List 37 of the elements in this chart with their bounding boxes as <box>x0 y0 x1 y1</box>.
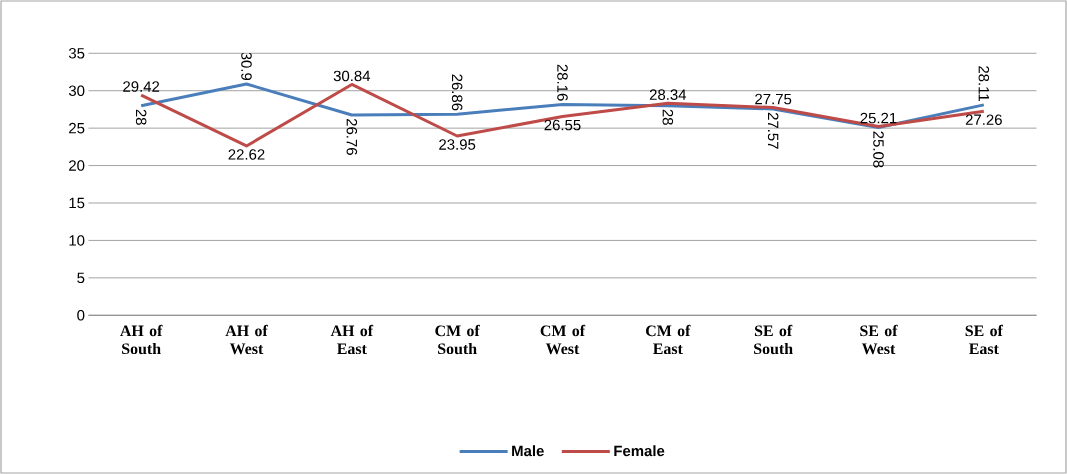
data-label: 30.9 <box>241 52 252 81</box>
y-tick-label: 35 <box>68 48 85 59</box>
data-label: 27.75 <box>755 93 792 105</box>
data-label: 27.57 <box>767 112 779 149</box>
data-label: 25.21 <box>860 112 897 124</box>
data-label: 22.62 <box>228 149 265 160</box>
data-label: 28.11 <box>978 66 990 101</box>
data-label: 26.76 <box>346 118 358 155</box>
x-tick-label: CM of East <box>646 324 691 355</box>
y-tick-label: 10 <box>69 235 85 246</box>
data-label: 27.26 <box>965 114 1002 125</box>
x-tick-label: AH of East <box>330 324 374 355</box>
data-label: 28.34 <box>649 89 687 100</box>
data-label: 23.95 <box>439 139 476 150</box>
data-label: 29.42 <box>123 81 160 92</box>
data-label: 28 <box>135 109 147 125</box>
x-tick-label: AH of West <box>225 324 268 355</box>
x-tick-label: SE of East <box>965 324 1004 355</box>
y-tick-label: 25 <box>69 122 85 134</box>
legend-label: Male <box>512 445 544 457</box>
y-tick-label: 30 <box>68 85 85 96</box>
x-tick-label: SE of South <box>754 324 793 355</box>
data-label: 30.84 <box>333 70 371 82</box>
data-label: 26.55 <box>544 119 581 131</box>
y-tick-label: 5 <box>77 272 85 284</box>
x-tick-label: AH of South <box>120 324 163 355</box>
y-tick-label: 20 <box>69 160 85 171</box>
legend-label: Female <box>614 445 665 457</box>
y-tick-label: 0 <box>77 310 85 321</box>
y-tick-label: 15 <box>69 197 85 209</box>
x-tick-label: CM of South <box>435 324 480 355</box>
data-label: 28.16 <box>557 64 568 101</box>
data-label: 26.86 <box>451 74 463 111</box>
data-label: 28 <box>662 109 674 125</box>
x-tick-label: CM of West <box>540 324 586 355</box>
data-label: 25.08 <box>873 131 884 168</box>
x-tick-label: SE of West <box>860 324 898 355</box>
